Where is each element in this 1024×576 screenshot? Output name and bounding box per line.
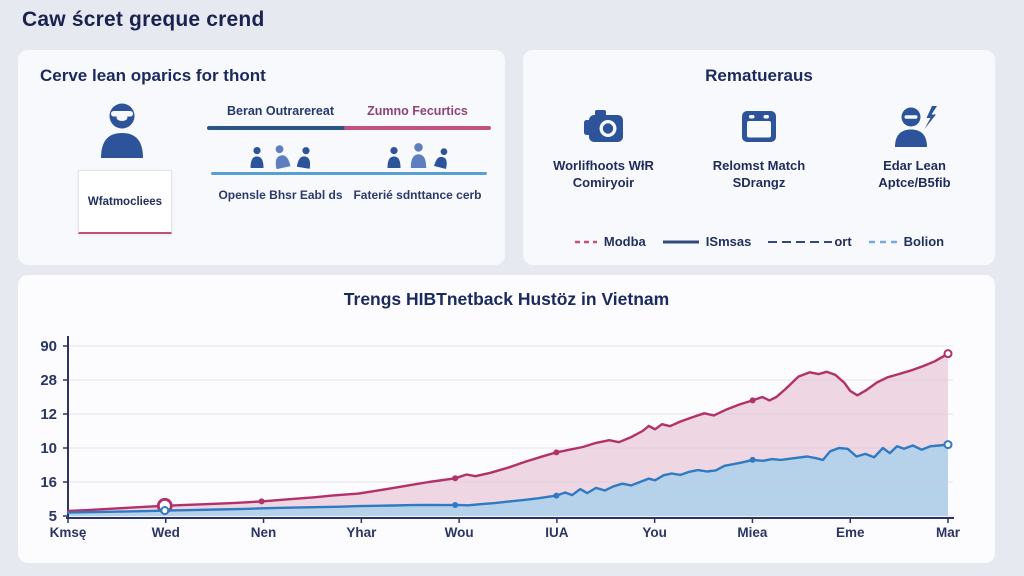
metrics-panel: Cerve lean oparics for thont Wfatmocliee… [18,50,505,265]
metric-column-1-figures [203,130,358,170]
feature-item-2-label: Relomst Match SDrangz [712,158,806,190]
marker-dot [553,449,560,456]
x-tick-label: Miea [737,525,768,540]
calendar-icon [684,100,834,152]
metric-column-2-caption: Faterié sdnttance cerb [353,188,482,202]
metric-column-1-header: Beran Outrarereat [227,104,334,118]
feature-item-1-label: Worlifhoots WłR Comiryoir [553,158,654,190]
marker-dot [749,456,756,463]
series-ISmsas [66,440,953,516]
x-tick-label: Mar [936,525,961,540]
legend-item-modba[interactable]: Modba [574,234,646,249]
feature-item-2[interactable]: Relomst Match SDrangz [684,100,834,192]
x-tick-label: IUA [545,525,569,540]
x-tick-label: You [642,525,667,540]
person-avatar-icon [101,103,143,158]
feature-item-3[interactable]: Edar Lean Aptce/B5fib [840,100,990,192]
feature-item-1[interactable]: Worlifhoots WłR Comiryoir [529,100,679,192]
camera-icon [529,100,679,152]
metric-column-1-subbar [211,172,350,175]
feature-items: Worlifhoots WłR Comiryoir Relomst Match … [523,100,995,192]
marker-dot [749,397,756,404]
avatar-card-label: Wfatmocliees [87,195,163,208]
area-ISmsas [68,444,948,516]
figure-icon [296,147,310,169]
y-tick-label: 12 [40,406,57,423]
metric-column-1-caption: Opensle Bhsr Eabl ds [218,188,343,202]
chart-axes: Kmsę Wed Nen Yhar Wou IUA You Miea Eme Mar [50,336,961,540]
marker-ring [160,506,170,516]
legend-item-bolion[interactable]: Bolion [868,234,944,249]
person-bolt-icon [840,100,990,152]
y-tick-label: 10 [40,440,57,457]
y-tick-label: 16 [40,474,57,491]
metric-column-1-bar [207,126,354,130]
metric-column-2: Zumno Fecurtics Faterié sdnttance cerb [340,104,495,202]
features-panel-title: Rematueraus [705,66,813,85]
figure-icon [387,147,400,168]
marker-dot [553,492,560,499]
metric-column-2-bar [344,126,491,130]
marker-dot [258,498,265,505]
avatar-card[interactable]: Wfatmocliees [78,170,172,234]
metric-column-2-figures [340,130,495,170]
y-tick-label: 5 [49,508,57,525]
trend-chart-title: Trengs HIBTnetback Hustöz in Vietnam [343,289,670,309]
feature-item-3-label: Edar Lean Aptce/B5fib [878,158,951,190]
features-panel: Rematueraus Worlifhoots WłR Comiryoir [523,50,995,265]
marker-dot [452,475,459,482]
page-title: Caw ścret greque crend [22,8,265,31]
x-tick-label: Eme [836,525,865,540]
legend-item-ort[interactable]: ort [767,234,852,249]
x-tick-label: Wed [152,525,180,540]
marker-dot [452,501,459,508]
metrics-panel-title: Cerve lean oparics for thont [40,66,266,85]
marker-ring [943,349,953,359]
y-tick-label: 90 [40,338,57,355]
x-tick-label: Yhar [346,525,377,540]
figure-icon [433,148,447,169]
figure-icon [275,145,290,170]
metric-column-2-header: Zumno Fecurtics [367,104,468,118]
x-tick-label: Wou [445,525,474,540]
metric-column-1: Beran Outrarereat Opensle Bhsr Eabl ds [203,104,358,202]
figure-icon [250,147,263,168]
trend-chart-panel: Trengs HIBTnetback Hustöz in Vietnam 90 2… [18,275,995,563]
figure-icon [410,143,426,168]
chart-areas [68,353,948,516]
chart-grid: 90 28 12 10 16 5 [40,338,953,525]
legend-item-ismsas[interactable]: ISmsas [662,234,751,249]
x-tick-label: Kmsę [50,525,87,540]
y-tick-label: 28 [40,372,57,389]
x-tick-label: Nen [251,525,277,540]
legend-swatch-ort [768,240,833,243]
legend-swatch-modba [574,240,597,243]
chart-legend: Modba ISmsas ort Bolion [523,234,995,249]
marker-ring [943,440,953,450]
metric-column-2-subbar [348,172,487,175]
legend-swatch-bolion [868,240,897,243]
legend-swatch-ismsas [662,240,699,243]
